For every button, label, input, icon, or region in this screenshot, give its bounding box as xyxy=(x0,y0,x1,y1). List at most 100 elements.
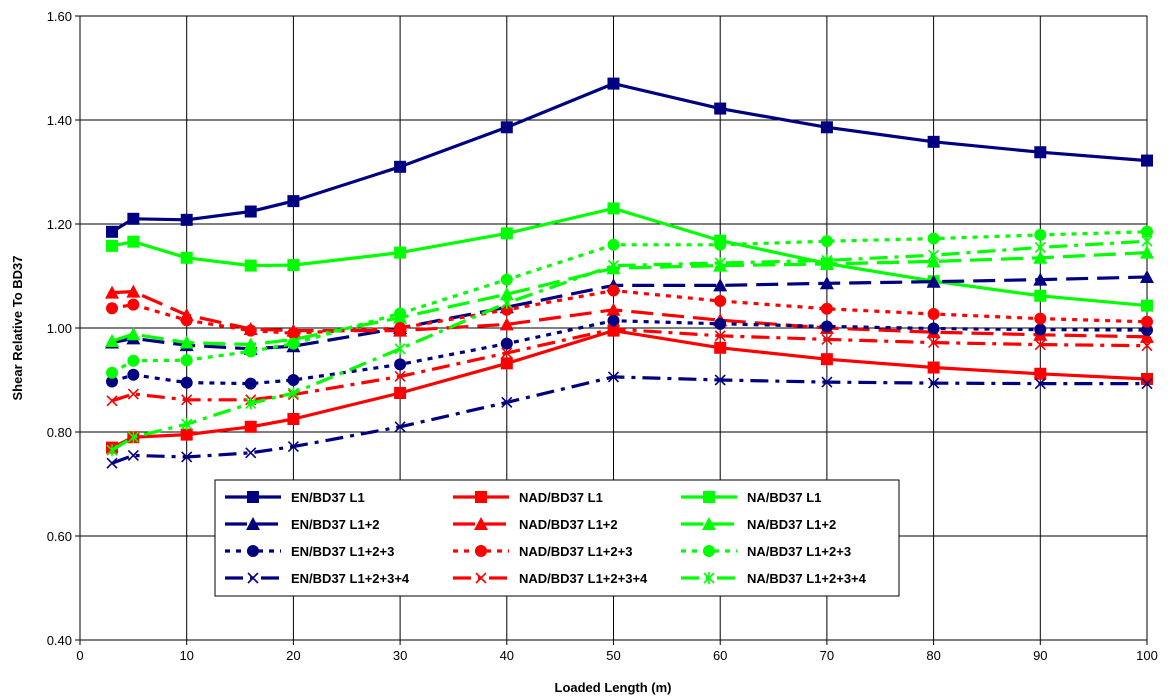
x-tick-label: 30 xyxy=(393,648,407,663)
data-point xyxy=(607,284,620,297)
data-point xyxy=(1034,228,1047,241)
data-point xyxy=(928,249,940,262)
data-point xyxy=(1033,250,1048,264)
legend-box xyxy=(214,479,900,597)
data-point xyxy=(244,377,257,390)
legend-item: NAD/BD37 L1+2 xyxy=(453,517,618,532)
legend-label: NAD/BD37 L1 xyxy=(519,490,603,505)
data-point xyxy=(714,317,727,330)
legend-marker xyxy=(475,491,487,503)
legend-label: NA/BD37 L1+2 xyxy=(747,517,836,532)
data-point xyxy=(928,336,940,349)
legend-label: EN/BD37 L1+2 xyxy=(291,517,380,532)
data-point xyxy=(244,420,257,433)
data-point xyxy=(1034,339,1046,351)
data-point xyxy=(126,327,141,341)
data-point xyxy=(607,314,620,327)
data-point xyxy=(714,102,727,115)
legend-marker xyxy=(247,572,259,584)
data-point xyxy=(927,135,940,148)
data-point xyxy=(127,235,140,248)
data-point xyxy=(500,273,513,286)
legend-item: NAD/BD37 L1+2+3+4 xyxy=(453,571,648,586)
series-9 xyxy=(106,225,1153,379)
data-point xyxy=(821,254,833,267)
data-point xyxy=(1140,329,1154,343)
data-point xyxy=(106,444,118,457)
legend-marker xyxy=(475,545,487,557)
data-point xyxy=(926,274,941,288)
y-tick-label: 1.40 xyxy=(47,113,72,128)
x-tick-label: 10 xyxy=(179,648,193,663)
data-point xyxy=(106,225,119,238)
data-point xyxy=(714,257,726,269)
legend-label: NAD/BD37 L1+2 xyxy=(519,517,618,532)
data-point xyxy=(501,347,513,359)
legend-label: NAD/BD37 L1+2+3 xyxy=(519,544,632,559)
data-point xyxy=(927,361,940,374)
data-point xyxy=(287,327,300,340)
data-point xyxy=(287,440,299,453)
legend-label: EN/BD37 L1+2+3 xyxy=(291,544,394,559)
data-point xyxy=(500,357,513,370)
data-point xyxy=(1141,378,1153,390)
x-tick-label: 90 xyxy=(1033,648,1047,663)
x-axis-title: Loaded Length (m) xyxy=(555,680,672,695)
y-tick-label: 0.40 xyxy=(47,633,72,648)
x-tick-label: 60 xyxy=(713,648,727,663)
data-point xyxy=(820,121,833,134)
series-10 xyxy=(106,371,1153,469)
data-point xyxy=(180,314,193,327)
legend-label: EN/BD37 L1 xyxy=(291,490,365,505)
data-point xyxy=(819,276,834,290)
legend-item: NA/BD37 L1+2+3+4 xyxy=(681,571,867,586)
legend-label: NA/BD37 L1 xyxy=(747,490,821,505)
data-point xyxy=(714,294,727,307)
data-point xyxy=(1141,315,1153,328)
data-point xyxy=(106,395,118,407)
y-tick-label: 1.00 xyxy=(47,321,72,336)
y-tick-label: 0.60 xyxy=(47,529,72,544)
y-tick-label: 1.60 xyxy=(47,9,72,24)
data-point xyxy=(1141,225,1153,238)
data-point xyxy=(1034,367,1047,380)
data-point xyxy=(287,195,300,208)
data-point xyxy=(394,342,406,355)
y-tick-label: 0.80 xyxy=(47,425,72,440)
data-point xyxy=(499,317,514,331)
data-point xyxy=(244,205,257,218)
data-point xyxy=(928,377,940,389)
data-point xyxy=(501,396,513,408)
legend-label: NA/BD37 L1+2+3+4 xyxy=(747,571,867,586)
data-point xyxy=(245,397,257,410)
data-point xyxy=(821,333,833,346)
data-point xyxy=(500,227,513,240)
data-point xyxy=(607,202,620,215)
series-8 xyxy=(106,284,1153,340)
data-point xyxy=(180,251,193,264)
legend-item: EN/BD37 L1+2 xyxy=(225,517,380,532)
data-point xyxy=(607,77,620,90)
data-point xyxy=(106,302,119,315)
legend-marker xyxy=(702,517,716,530)
data-point xyxy=(180,354,193,367)
legend-marker xyxy=(247,491,259,503)
data-point xyxy=(500,337,513,350)
legend-marker xyxy=(246,517,260,530)
data-point xyxy=(244,259,257,272)
legend-item: NAD/BD37 L1+2+3 xyxy=(453,544,632,559)
data-point xyxy=(927,232,940,245)
data-point xyxy=(713,278,728,292)
data-point xyxy=(127,354,140,367)
data-point xyxy=(105,285,120,299)
legend-label: NAD/BD37 L1+2+3+4 xyxy=(519,571,648,586)
data-point xyxy=(287,413,300,425)
tick-labels: 0 10 20 30 40 50 60 70 80 90 100 0.40 0.60 0.80 1.00 1.… xyxy=(47,9,1158,663)
data-point xyxy=(106,366,119,379)
legend-item: NAD/BD37 L1 xyxy=(453,490,603,505)
y-tick-label: 1.20 xyxy=(47,217,72,232)
data-point xyxy=(820,320,833,333)
x-tick-label: 0 xyxy=(76,648,83,663)
data-point xyxy=(244,324,257,337)
data-point xyxy=(106,375,119,388)
